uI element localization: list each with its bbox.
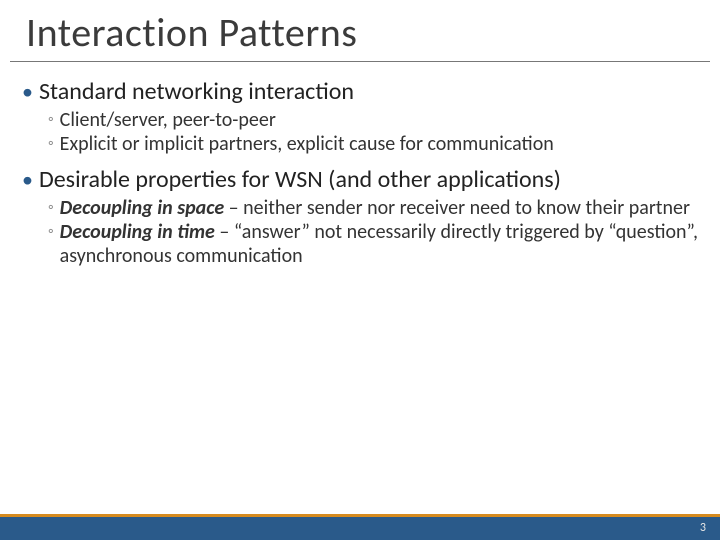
ring-bullet-icon: ◦ — [48, 220, 54, 244]
emphasis: Decoupling in time — [60, 220, 215, 244]
bullet-lvl2: ◦ Client/server, peer-to-peer — [48, 108, 698, 132]
bullet-lvl2: ◦ Explicit or implicit partners, explici… — [48, 132, 698, 156]
bullet-dot-icon: • — [22, 166, 33, 194]
bullet-lvl1: • Standard networking interaction — [22, 78, 698, 106]
subbullet-text: Decoupling in time – “answer” not necess… — [60, 220, 698, 268]
slide-content: • Standard networking interaction ◦ Clie… — [0, 74, 720, 540]
subbullet-group: ◦ Client/server, peer-to-peer ◦ Explicit… — [48, 108, 698, 156]
bullet-text: Desirable properties for WSN (and other … — [39, 166, 561, 194]
ring-bullet-icon: ◦ — [48, 196, 54, 220]
emphasis: Decoupling in space — [60, 196, 224, 220]
bullet-lvl1: • Desirable properties for WSN (and othe… — [22, 166, 698, 194]
page-number: 3 — [700, 521, 706, 535]
slide: Interaction Patterns • Standard networki… — [0, 0, 720, 540]
subbullet-rest: – neither sender nor receiver need to kn… — [224, 196, 690, 220]
subbullet-text: Explicit or implicit partners, explicit … — [60, 132, 554, 156]
subbullet-text: Decoupling in space – neither sender nor… — [60, 196, 690, 220]
subbullet-group: ◦ Decoupling in space – neither sender n… — [48, 196, 698, 268]
bullet-text: Standard networking interaction — [39, 78, 354, 106]
bullet-lvl2: ◦ Decoupling in space – neither sender n… — [48, 196, 698, 220]
slide-title: Interaction Patterns — [10, 0, 710, 62]
bullet-lvl2: ◦ Decoupling in time – “answer” not nece… — [48, 220, 698, 268]
subbullet-text: Client/server, peer-to-peer — [60, 108, 276, 132]
ring-bullet-icon: ◦ — [48, 108, 54, 132]
bullet-dot-icon: • — [22, 78, 33, 106]
footer-bar: 3 — [0, 514, 720, 540]
ring-bullet-icon: ◦ — [48, 132, 54, 156]
